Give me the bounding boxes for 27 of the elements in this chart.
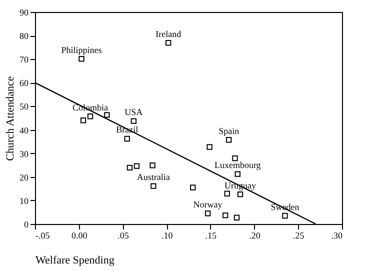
annotation: Philippines bbox=[61, 44, 102, 55]
annotation: Luxembourg bbox=[214, 160, 262, 170]
y-tick-label: 0 bbox=[24, 220, 29, 230]
y-tick-label: 30 bbox=[20, 148, 29, 159]
y-tick-label: 40 bbox=[20, 125, 29, 136]
y-tick-label: 80 bbox=[20, 31, 29, 42]
x-tick-label: .10 bbox=[161, 230, 174, 240]
y-tick-label: 50 bbox=[20, 102, 29, 112]
annotation: Australia bbox=[136, 172, 170, 182]
x-axis-title: Welfare Spending bbox=[36, 254, 115, 266]
x-tick-label: .05 bbox=[118, 230, 130, 240]
annotation: USA bbox=[124, 107, 144, 118]
y-tick-label: 70 bbox=[20, 54, 29, 65]
annotation: Spain bbox=[218, 126, 240, 136]
x-tick-label: -.05 bbox=[36, 230, 50, 240]
annotation: Ireland bbox=[156, 28, 182, 39]
annotation: Norway bbox=[193, 199, 223, 210]
y-tick-label: 90 bbox=[20, 8, 29, 18]
x-tick-label: .20 bbox=[249, 230, 261, 240]
x-tick-label: .30 bbox=[331, 230, 343, 240]
y-tick-label: 60 bbox=[20, 78, 29, 88]
x-tick-label: .15 bbox=[205, 230, 218, 240]
x-tick-label: 0.00 bbox=[71, 230, 88, 240]
y-tick-label: 10 bbox=[20, 196, 29, 206]
y-axis-title: Church Attendance bbox=[4, 76, 16, 161]
y-tick-label: 20 bbox=[20, 172, 29, 182]
x-tick-label: .25 bbox=[293, 230, 305, 240]
